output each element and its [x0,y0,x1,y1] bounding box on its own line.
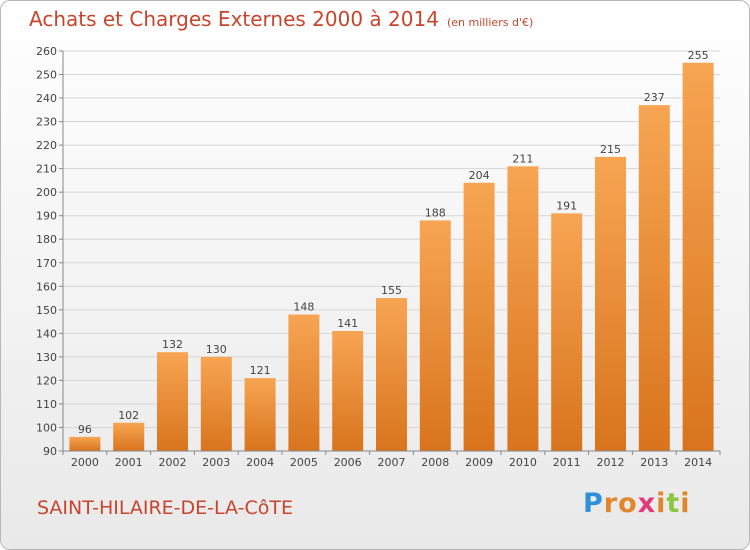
bar-value-label: 96 [78,423,92,436]
logo-letter: i [680,488,691,519]
x-tick-label: 2012 [597,456,625,469]
bar-value-label: 130 [206,343,227,356]
y-tick-label: 260 [36,45,57,58]
logo-letter: x [637,488,657,519]
y-tick-label: 200 [36,186,57,199]
y-tick-label: 170 [36,257,57,270]
bar [463,182,495,451]
y-tick-label: 230 [36,116,57,129]
x-tick-label: 2009 [465,456,493,469]
bar-value-label: 132 [162,338,183,351]
y-tick-label: 100 [36,421,57,434]
bar [157,352,188,451]
bar-value-label: 215 [600,143,621,156]
bar-value-label: 191 [556,199,577,212]
unit-note: (en milliers d'€) [446,16,534,29]
y-tick-label: 110 [36,398,57,411]
bar [200,356,232,451]
y-tick-label: 130 [36,351,57,364]
bar-value-label: 237 [644,91,665,104]
y-tick-label: 250 [36,69,57,82]
logo-letter: P [583,488,604,519]
bars: 96 102 132 130 121 148 141 155 188 204 211 191 215 23… [69,49,714,451]
commune-name: SAINT-HILAIRE-DE-LA-CôTE [37,497,293,519]
x-tick-label: 2011 [553,456,581,469]
bar-value-label: 141 [337,317,358,330]
bar [419,220,451,451]
x-tick-label: 2013 [640,456,668,469]
logo-letter: t [666,488,681,519]
x-tick-label: 2001 [115,456,143,469]
x-tick-label: 2000 [71,456,99,469]
logo-letter: i [656,488,667,519]
bar-value-label: 211 [512,152,533,165]
bar [507,166,539,451]
x-tick-label: 2004 [246,456,274,469]
x-axis: 2000 2001 2002 2003 2004 2005 2006 2007 2008 2009… [62,450,721,469]
bar [332,331,364,451]
bar-value-label: 155 [381,284,402,297]
bar [682,62,714,451]
bar [376,298,407,451]
x-tick-label: 2006 [334,456,362,469]
bar [595,156,626,451]
bar [638,105,670,451]
y-tick-label: 240 [36,92,57,105]
bar [69,436,101,451]
bar-value-label: 188 [425,206,446,219]
y-tick-label: 210 [36,163,57,176]
bar-value-label: 102 [118,409,139,422]
x-tick-label: 2005 [290,456,318,469]
bar-value-label: 148 [293,301,314,314]
y-tick-label: 150 [36,304,57,317]
x-tick-label: 2008 [421,456,449,469]
y-tick-label: 140 [36,327,57,340]
x-tick-label: 2003 [202,456,230,469]
x-tick-label: 2007 [378,456,406,469]
bar-value-label: 121 [250,364,271,377]
y-tick-label: 220 [36,139,57,152]
y-tick-label: 180 [36,233,57,246]
bar-value-label: 255 [688,49,709,62]
y-tick-label: 90 [43,445,57,458]
proxiti-logo: Proxiti [583,488,691,519]
x-tick-label: 2010 [509,456,537,469]
bar-value-label: 204 [469,169,490,182]
y-axis: 90 100 110 120 130 140 150 160 170 180 190 200 210 22… [36,45,64,458]
bar [551,213,583,451]
x-tick-label: 2014 [684,456,712,469]
bar [288,314,320,451]
chart-title: Achats et Charges Externes 2000 à 2014 (e… [29,7,533,31]
y-tick-label: 160 [36,280,57,293]
x-tick-label: 2002 [159,456,187,469]
logo-letter: r [603,488,619,519]
title-text: Achats et Charges Externes 2000 à 2014 [29,7,439,31]
y-tick-label: 120 [36,374,57,387]
bar [244,378,276,451]
logo-letter: o [618,488,638,519]
bar [113,422,145,451]
y-tick-label: 190 [36,210,57,223]
